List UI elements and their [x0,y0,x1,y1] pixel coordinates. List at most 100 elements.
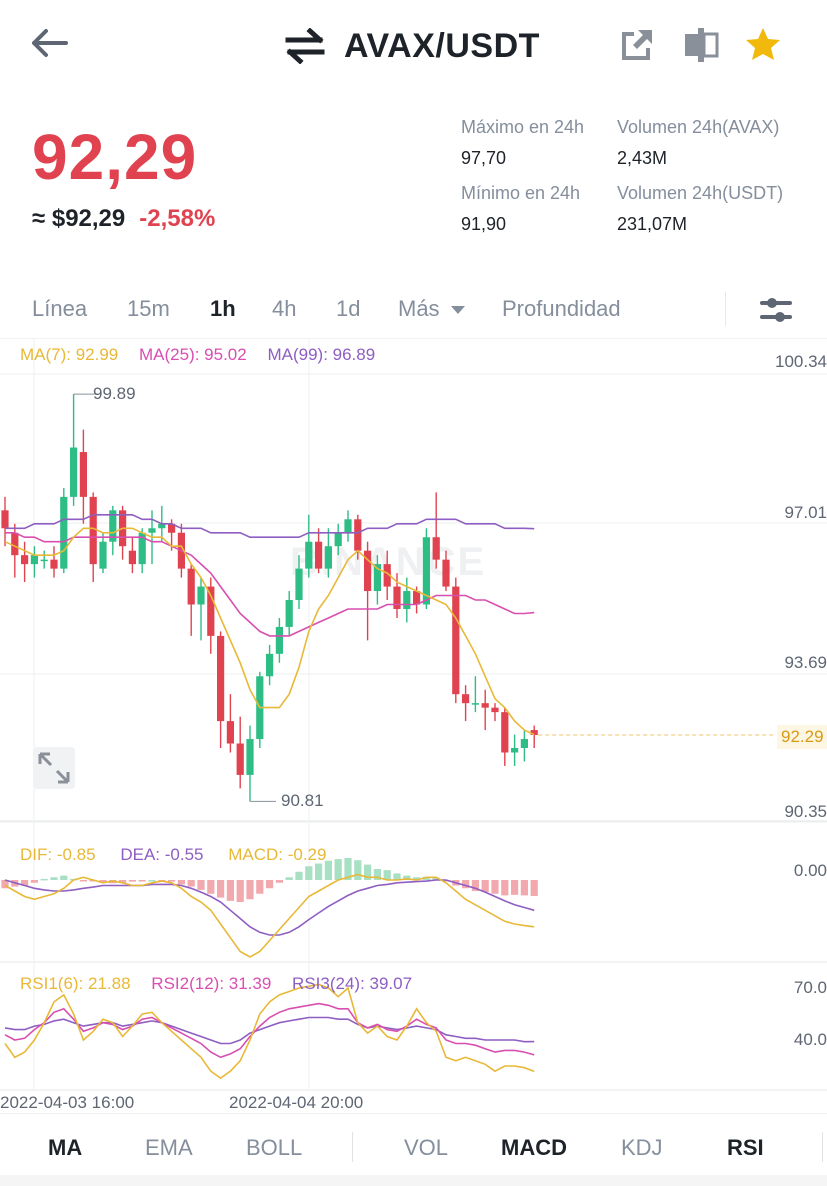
candle-body [70,447,78,497]
rsi3-value: RSI3(24): 39.07 [292,974,413,993]
current-price-tag: 92.29 [777,725,827,749]
stat-low: Mínimo en 24h 91,90 [461,183,580,235]
pair-title: AVAX/USDT [344,26,540,65]
stat-volume-quote-label: Volumen 24h(USDT) [617,183,784,203]
tab-more-label: Más [398,296,440,321]
back-arrow-icon[interactable] [28,26,70,60]
chart-canvas[interactable] [0,338,827,1113]
macd-histogram-bar [79,880,87,882]
macd-histogram-bar [501,880,509,896]
indicator-vol[interactable]: VOL [404,1135,449,1160]
indicator-divider [352,1132,353,1162]
macd-histogram-bar [148,880,156,882]
kline-chart[interactable]: BINANCE MA(7): 92.99 MA(25): 95.02 MA(99… [0,338,827,1113]
share-icon[interactable] [618,26,656,64]
candle-body [187,568,195,605]
macd-histogram-bar [422,876,430,880]
candle-body [285,600,293,627]
candle-body [11,532,19,556]
macd-histogram-bar [266,880,274,889]
star-icon[interactable] [744,26,782,64]
tab-1d[interactable]: 1d [336,296,361,321]
pair-selector[interactable]: AVAX/USDT [284,24,540,68]
swap-icon[interactable] [284,28,326,64]
dif-value: DIF: -0.85 [20,845,96,864]
macd-histogram-bar [256,880,264,894]
indicator-rsi[interactable]: RSI [727,1135,764,1160]
candle-body [128,550,136,565]
macd-histogram-bar [236,880,244,902]
macd-histogram-bar [1,880,9,889]
macd-histogram-bar [168,880,176,882]
last-price: 92,29 [32,121,198,193]
indicator-divider [822,1132,823,1162]
rsi2-value: RSI2(12): 31.39 [151,974,272,993]
indicator-boll[interactable]: BOLL [246,1135,303,1160]
candle-body [393,586,401,609]
tab-1h[interactable]: 1h [210,296,236,321]
fullscreen-button[interactable] [33,747,75,789]
macd-zero-tick: 0.00 [793,861,827,880]
rsi-legend: RSI1(6): 21.88 RSI2(12): 31.39 RSI3(24):… [20,974,412,994]
candle-body [520,739,528,749]
chart-settings-icon[interactable] [758,294,794,326]
macd-histogram-bar [21,880,29,886]
compare-icon[interactable] [682,26,720,64]
candle-body [324,546,332,569]
macd-histogram-bar [491,880,499,894]
candle-body [158,523,166,529]
candle-body [462,694,470,704]
candle-body [109,510,117,542]
macd-histogram-bar [305,866,313,880]
candle-body [344,519,352,533]
ma25-value: MA(25): 95.02 [139,345,247,364]
macd-histogram-bar [344,858,352,880]
candle-body [148,528,156,533]
candle-body [89,496,97,565]
indicator-kdj[interactable]: KDJ [621,1135,663,1160]
macd-histogram-bar [226,880,234,901]
tab-4h[interactable]: 4h [272,296,297,321]
macd-histogram-bar [334,859,342,880]
indicator-macd[interactable]: MACD [501,1135,567,1160]
high-mark-label: 99.89 [93,384,136,403]
candle-body [305,541,313,569]
tab-15m[interactable]: 15m [127,296,170,321]
indicator-ema[interactable]: EMA [145,1135,193,1160]
macd-histogram-bar [383,870,391,880]
candle-body [168,523,176,533]
rsi12-line [4,1002,535,1059]
candle-body [197,586,205,605]
price-change: -2,58% [139,205,216,232]
macd-histogram-bar [393,873,401,880]
candle-body [432,537,440,560]
candle-body [383,564,391,587]
macd-histogram-bar [295,871,303,880]
indicator-ma[interactable]: MA [48,1135,83,1160]
price-tick: 90.35 [784,802,827,821]
candle-body [295,568,303,601]
macd-histogram-bar [315,863,323,880]
macd-histogram-bar [520,880,528,896]
stat-volume-base-value: 2,43M [617,148,668,168]
macd-histogram-bar [530,880,538,896]
macd-histogram-bar [364,864,372,880]
ma25-line [5,532,535,637]
tab-more[interactable]: Más [398,296,466,322]
ma-legend: MA(7): 92.99 MA(25): 95.02 MA(99): 96.89 [20,345,375,365]
top-bar: AVAX/USDT [0,0,827,95]
macd-histogram-bar [30,880,38,883]
rsi1-value: RSI1(6): 21.88 [20,974,131,993]
candle-body [226,721,234,744]
candle-body [79,452,87,497]
tab-depth[interactable]: Profundidad [502,296,621,321]
candle-body [236,743,244,775]
macd-value: MACD: -0.29 [228,845,327,864]
candle-body [40,559,48,562]
candle-body [50,559,58,569]
candle-body [315,541,323,569]
macd-histogram-bar [207,880,215,894]
stat-volume-quote: Volumen 24h(USDT) 231,07M [617,183,783,235]
tab-line[interactable]: Línea [32,296,88,321]
candle-body [511,748,519,753]
